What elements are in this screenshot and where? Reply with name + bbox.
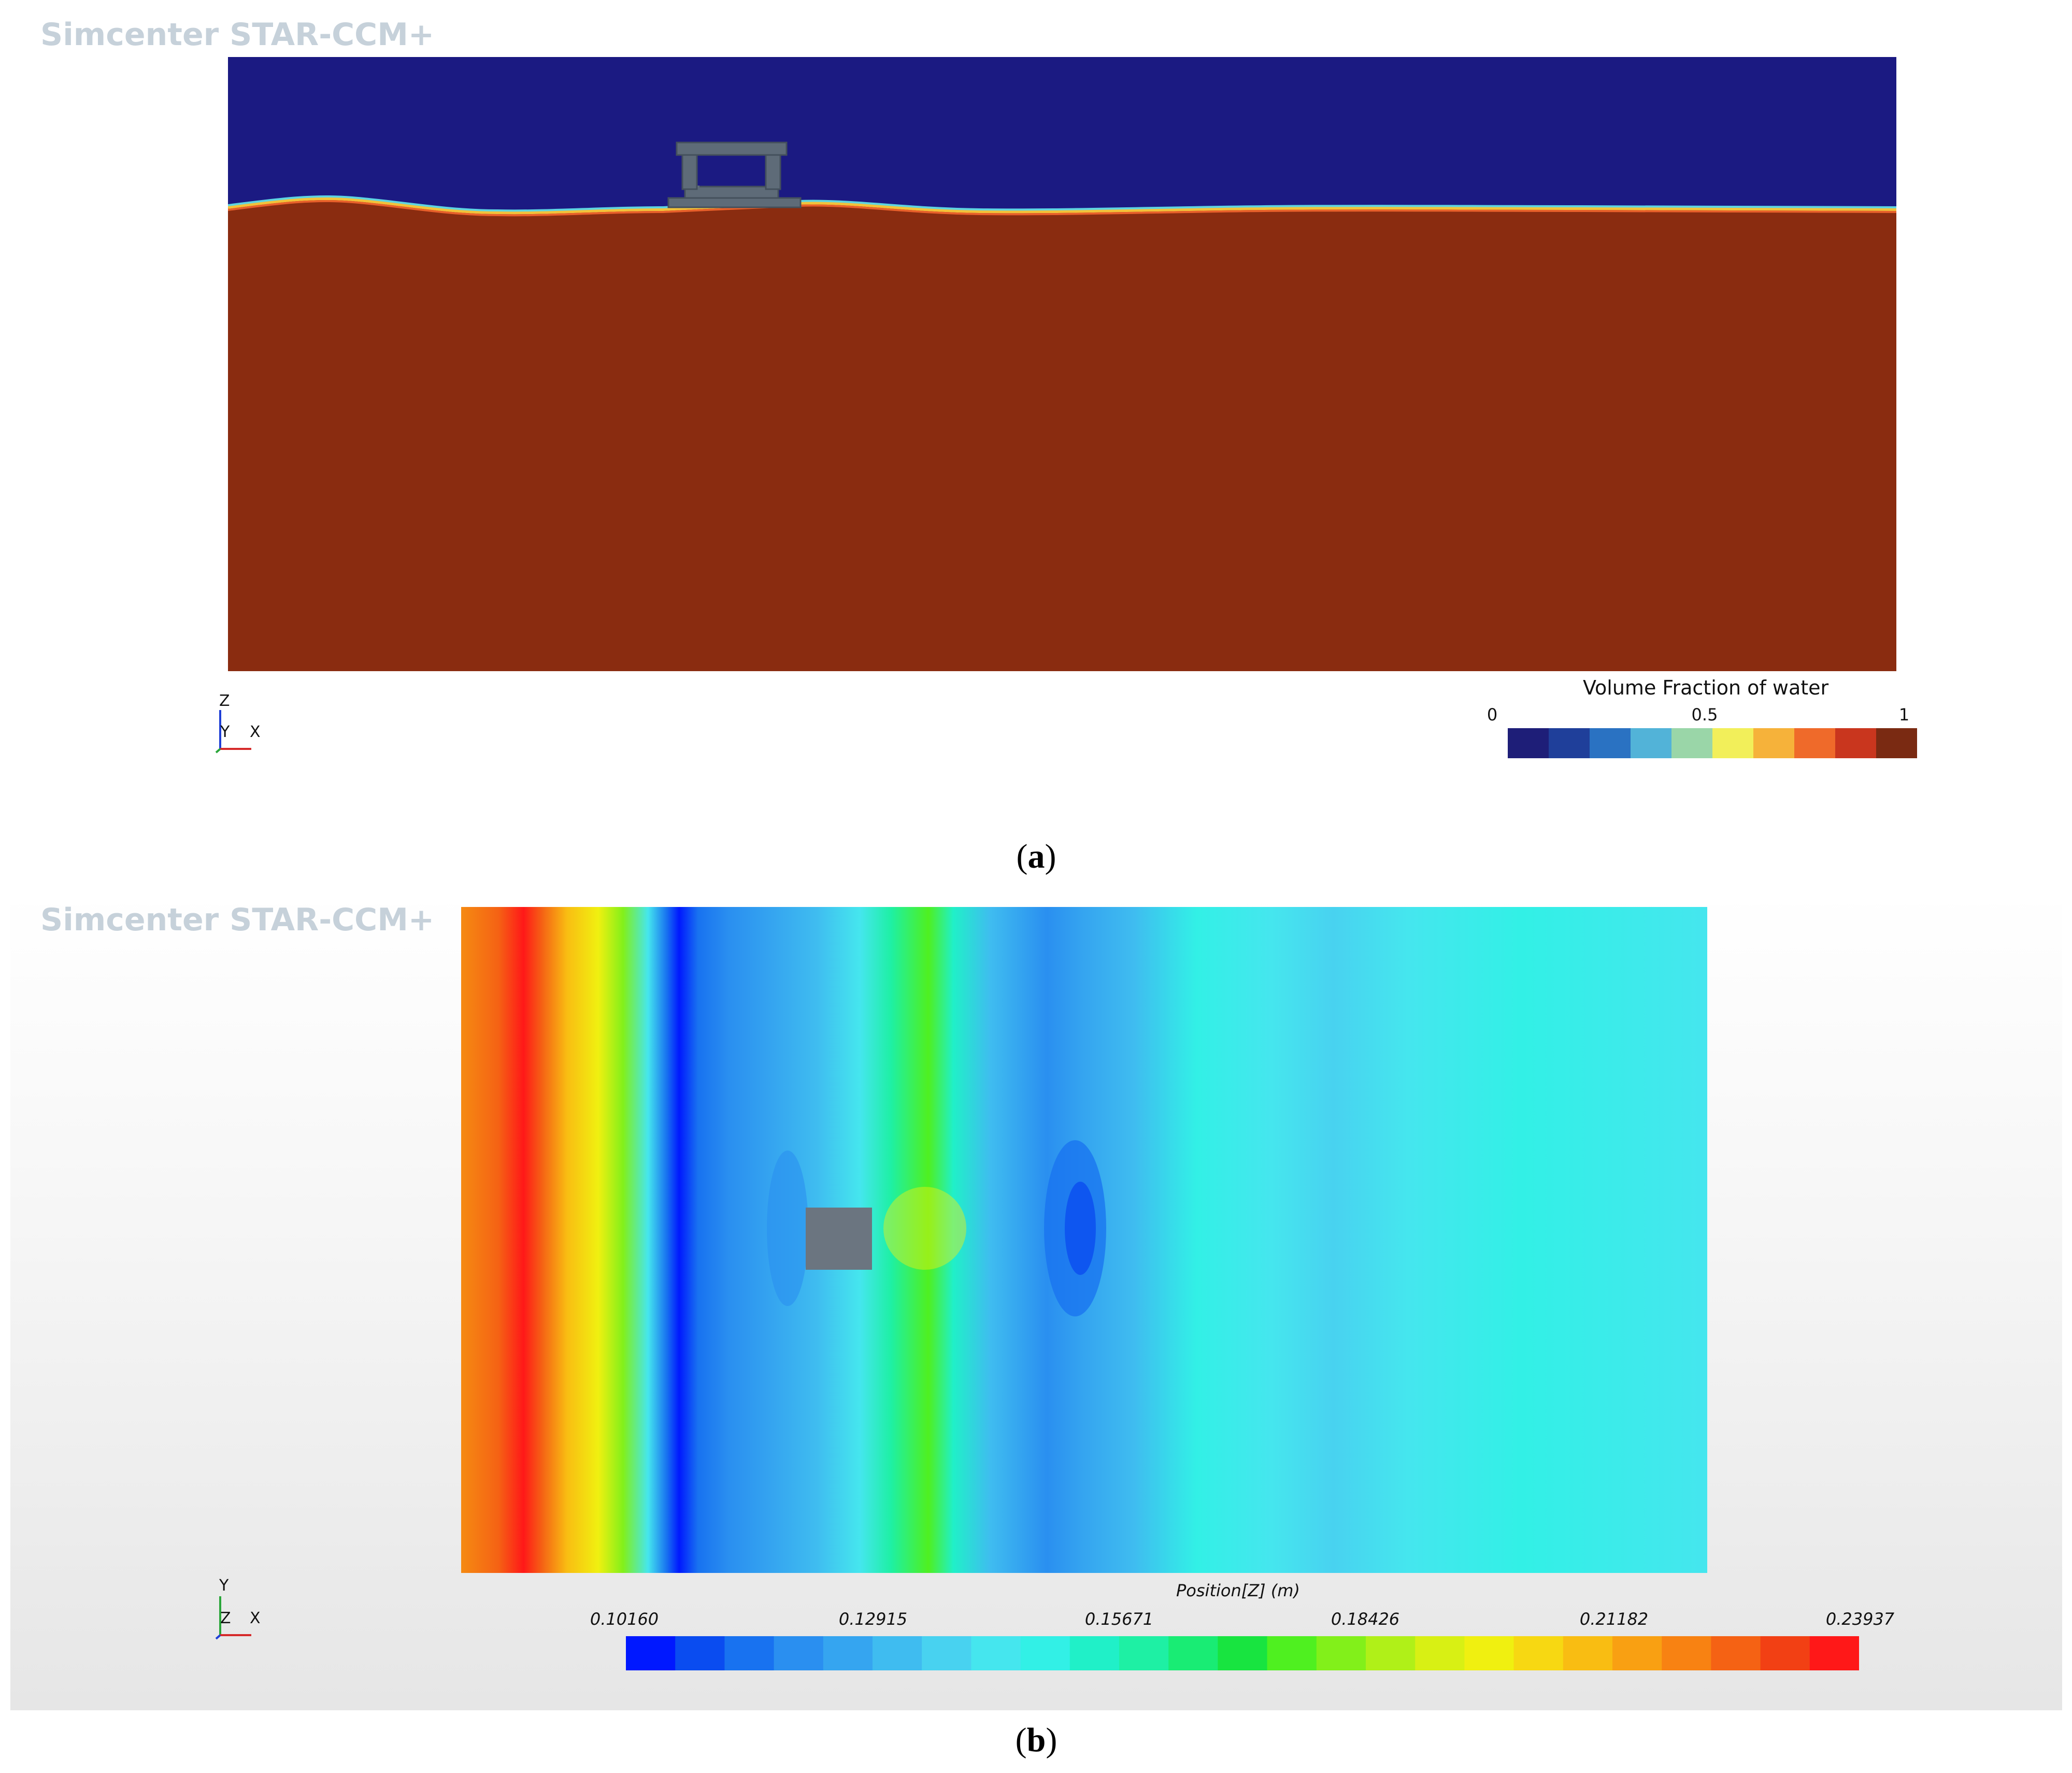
colorbar-b-segment [1711,1636,1761,1670]
colorbar-b-segment [1168,1636,1218,1670]
colorbar-tick-mid: 0.5 [1691,705,1718,725]
volume-fraction-viewport[interactable] [228,57,1896,671]
contour-pocket-core [1065,1182,1096,1275]
colorbar-b-tick-4: 0.21182 [1579,1609,1649,1629]
colorbar-a-segment [1712,728,1754,758]
colorbar-b-segment [1316,1636,1366,1670]
colorbar-b-segment [1809,1636,1859,1670]
colorbar-b-tick-5: 0.23937 [1825,1609,1895,1629]
colorbar-b-segment [873,1636,922,1670]
colorbar-b-segment [774,1636,824,1670]
colorbar-a-segment [1753,728,1795,758]
caption-b-letter: b [1026,1721,1046,1759]
colorbar-b-tick-1: 0.12915 [838,1609,908,1629]
colorbar-b-title: Position[Z] (m) [1176,1581,1300,1600]
colorbar-b-segment [1020,1636,1070,1670]
colorbar-a-segment [1590,728,1631,758]
colorbar-a-segment [1794,728,1836,758]
colorbar-b-segment [724,1636,775,1670]
colorbar-b-segment [626,1636,676,1670]
axis-triad [215,710,251,754]
caption-a: (a) [1016,838,1056,875]
colorbar-tick-max: 1 [1898,705,1910,725]
colorbar-b-segment [1662,1636,1711,1670]
panel-a: Simcenter STAR-CCM+ Z Y X Volume Fractio… [10,10,2062,829]
colorbar-a-segment [1876,728,1917,758]
colorbar-b-segment [971,1636,1021,1670]
caption-a-letter: a [1027,838,1045,875]
interface-orange [228,200,1896,217]
water-region [228,198,1896,671]
colorbar-b-segment [1612,1636,1662,1670]
colorbar-a-segment [1671,728,1713,758]
triad-out-label: Y [220,723,230,741]
triad-b-vertical-label: Y [219,1577,229,1595]
contour-pocket-left [767,1151,808,1306]
colorbar-b-segment [823,1636,873,1670]
interface-cyan [228,195,1896,212]
colorbar-b-segment [1218,1636,1268,1670]
volume-fraction-colorbar [1508,728,1917,758]
colorbar-b-segment [1415,1636,1465,1670]
colorbar-b-tick-2: 0.15671 [1084,1609,1154,1629]
triad-b-horizontal-label: X [250,1609,261,1627]
caption-b: (b) [1015,1721,1058,1759]
colorbar-b-segment [1069,1636,1120,1670]
colorbar-a-segment [1835,728,1877,758]
colorbar-b-segment [922,1636,971,1670]
colorbar-a-segment [1549,728,1590,758]
panel-b: Simcenter STAR-CCM+ [10,891,2062,1710]
colorbar-b-segment [1366,1636,1416,1670]
triad-vertical-label: Z [219,692,230,710]
colorbar-title: Volume Fraction of water [1583,676,1829,699]
triad-horizontal-label: X [250,723,261,741]
axis-triad-b [215,1596,251,1640]
contour-wake [883,1187,966,1270]
floating-body-top [806,1208,872,1270]
colorbar-b-segment [1119,1636,1169,1670]
colorbar-b-segment [1563,1636,1613,1670]
position-z-colorbar [626,1636,1859,1670]
floating-body [667,141,802,208]
position-z-viewport[interactable] [461,907,1707,1573]
colorbar-b-tick-3: 0.18426 [1331,1609,1400,1629]
interface-yellow [228,196,1896,215]
brand-watermark-b: Simcenter STAR-CCM+ [40,902,435,938]
colorbar-b-segment [1513,1636,1564,1670]
colorbar-tick-min: 0 [1487,705,1498,725]
brand-watermark: Simcenter STAR-CCM+ [40,17,435,53]
colorbar-a-segment [1508,728,1549,758]
colorbar-b-tick-0: 0.10160 [590,1609,659,1629]
colorbar-a-segment [1631,728,1672,758]
colorbar-b-segment [1464,1636,1514,1670]
colorbar-b-segment [675,1636,725,1670]
colorbar-b-segment [1267,1636,1317,1670]
triad-b-out-label: Z [220,1609,231,1627]
colorbar-b-segment [1760,1636,1810,1670]
